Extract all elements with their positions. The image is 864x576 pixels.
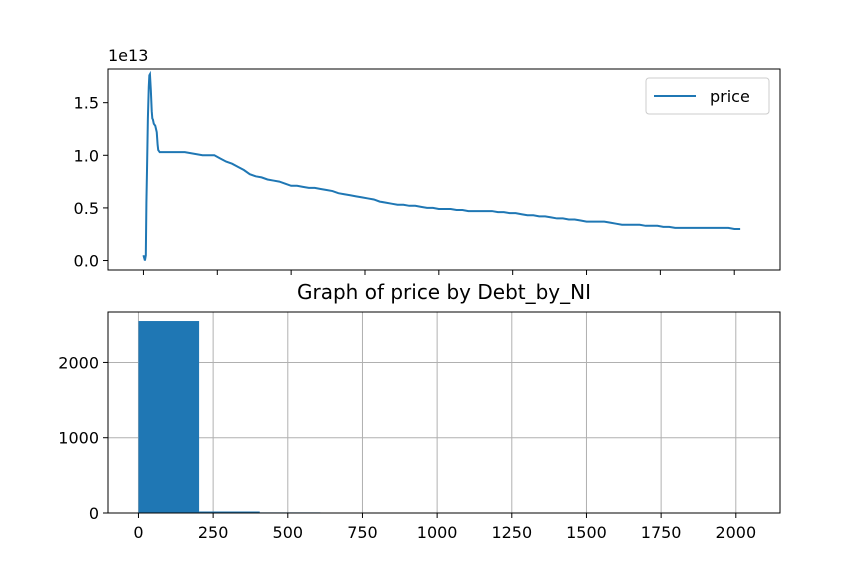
histogram-y-tick-label: 0: [89, 504, 99, 523]
histogram-x-tick-label: 2000: [715, 523, 756, 542]
price-series-line: [142, 70, 741, 261]
legend: price: [645, 77, 770, 115]
histogram-bars: [138, 321, 381, 514]
histogram-x-tick-label: 1000: [417, 523, 458, 542]
histogram-x-tick-label: 1750: [641, 523, 682, 542]
histogram-x-tick-label: 750: [347, 523, 378, 542]
histogram-x-tick-label: 0: [133, 523, 143, 542]
histogram-x-tick-label: 1250: [491, 523, 532, 542]
histogram-title: Graph of price by Debt_by_NI: [297, 280, 591, 304]
histogram-y-ticks: 0 1000 2000: [58, 353, 108, 523]
legend-box: [645, 77, 770, 115]
histogram-y-tick-label: 2000: [58, 353, 99, 372]
y-offset-text: 1e13: [108, 46, 148, 65]
histogram-x-tick-label: 500: [273, 523, 304, 542]
histogram-bar: [199, 511, 260, 513]
line-chart-x-ticks: [142, 270, 735, 275]
line-y-tick-label: 1.0: [74, 146, 99, 165]
line-chart: 0.0 0.5 1.0 1.5 1e13 price: [74, 46, 781, 275]
histogram-frame: [107, 311, 781, 514]
line-y-tick-label: 0.0: [74, 252, 99, 271]
histogram-chart: Graph of price by Debt_by_NI 0 1000 2000 0…: [58, 280, 781, 542]
histogram-x-tick-label: 250: [198, 523, 229, 542]
histogram-x-ticks: 0 250 500 750 1000 1250 1500 1750 2000: [133, 513, 756, 542]
line-chart-frame: [107, 68, 781, 271]
histogram-x-tick-label: 1500: [566, 523, 607, 542]
line-chart-y-ticks: 0.0 0.5 1.0 1.5: [74, 94, 108, 271]
legend-label-price: price: [710, 87, 750, 106]
histogram-y-tick-label: 1000: [58, 429, 99, 448]
line-y-tick-label: 1.5: [74, 94, 99, 113]
histogram-bar: [138, 321, 200, 513]
line-y-tick-label: 0.5: [74, 199, 99, 218]
